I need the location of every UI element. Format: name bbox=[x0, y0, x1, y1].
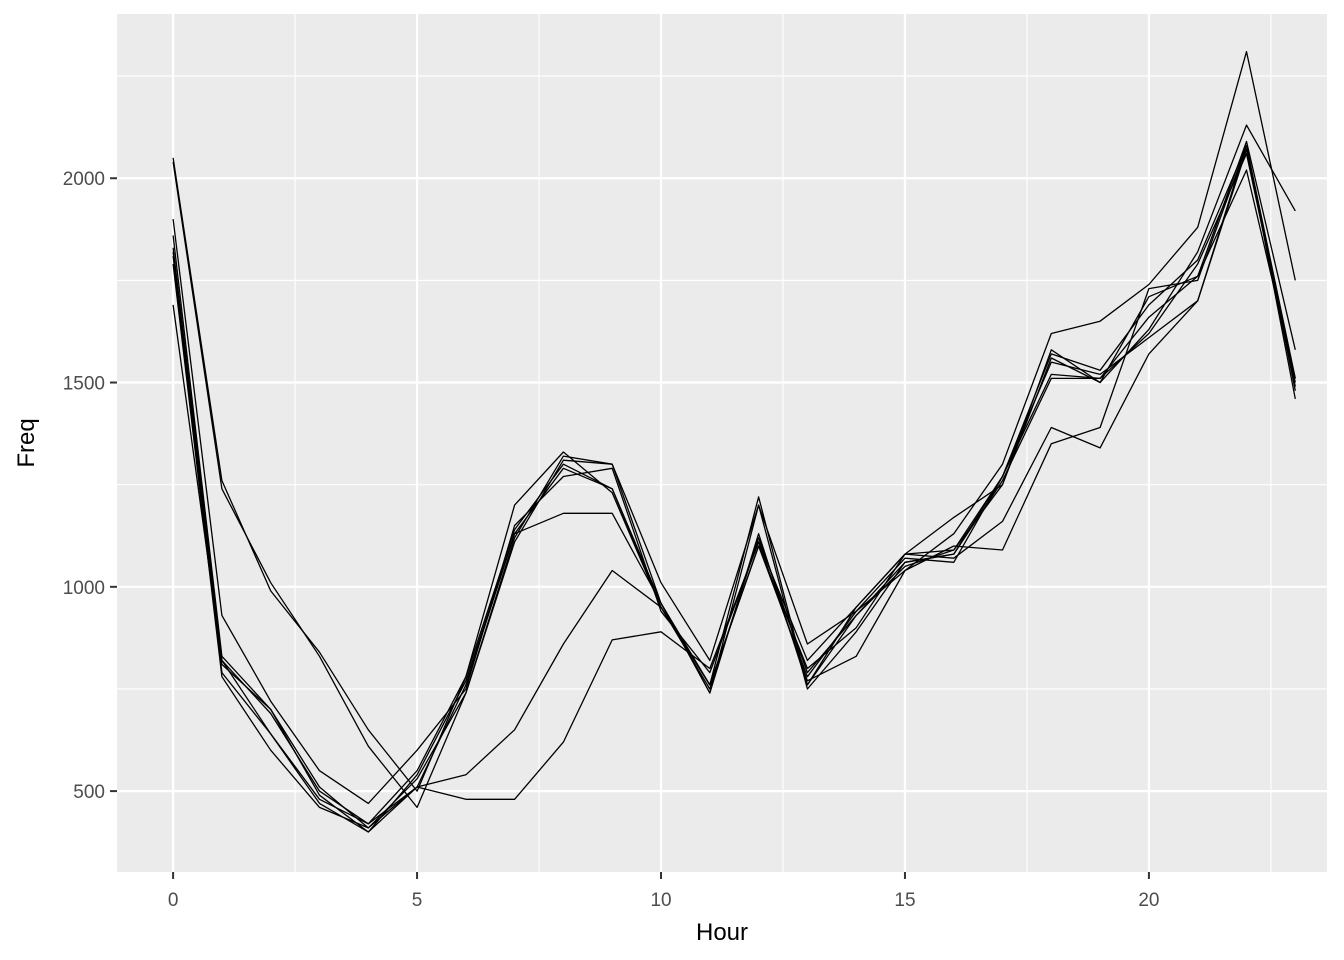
series-line-2 bbox=[172, 50, 1296, 809]
y-axis: 500 1000 1500 2000 bbox=[63, 169, 117, 803]
series-lines bbox=[172, 50, 1296, 833]
x-tick-label: 0 bbox=[168, 890, 179, 911]
plot-panel bbox=[117, 14, 1327, 872]
x-tick-label: 5 bbox=[412, 890, 423, 911]
y-axis-title: Freq bbox=[13, 418, 40, 467]
y-tick-label: 1500 bbox=[63, 374, 105, 395]
x-tick-label: 20 bbox=[1138, 890, 1159, 911]
major-gridlines bbox=[117, 14, 1327, 872]
y-tick-label: 500 bbox=[73, 782, 105, 803]
x-axis: 0 5 10 15 20 bbox=[168, 872, 1159, 911]
series-line-1 bbox=[172, 124, 1296, 792]
x-tick-label: 15 bbox=[894, 890, 915, 911]
y-tick-label: 2000 bbox=[63, 169, 105, 190]
minor-gridlines bbox=[117, 14, 1327, 872]
series-line-9 bbox=[172, 144, 1296, 825]
series-line-7 bbox=[172, 169, 1296, 833]
y-tick-label: 1000 bbox=[63, 578, 105, 599]
x-axis-title: Hour bbox=[696, 919, 748, 946]
series-line-8 bbox=[172, 144, 1296, 829]
x-tick-label: 10 bbox=[650, 890, 671, 911]
